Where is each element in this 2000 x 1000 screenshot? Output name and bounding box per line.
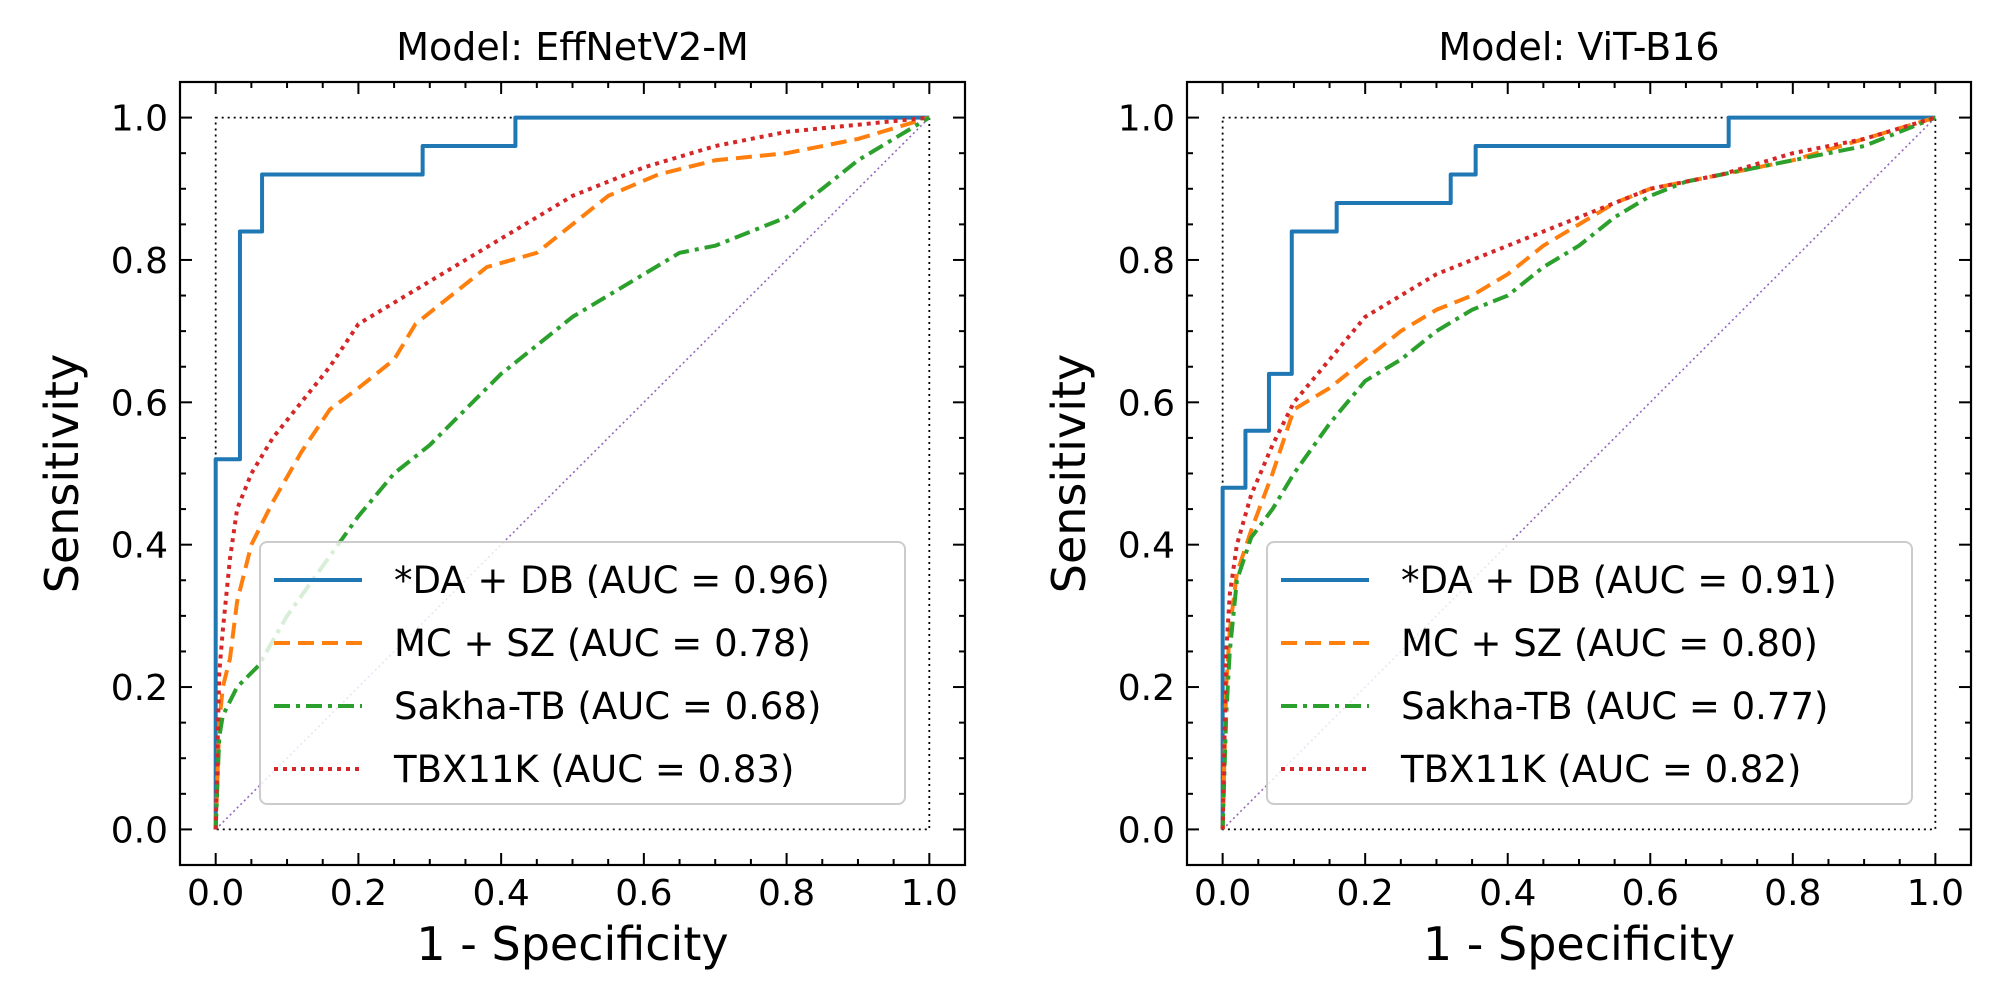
series-line-4 [1220, 115, 1936, 830]
y-tick-label: 0.8 [1118, 241, 1175, 282]
x-axis-label: 1 - Specificity [1423, 917, 1735, 971]
legend-label: MC + SZ (AUC = 0.78) [394, 622, 811, 665]
legend: *DA + DB (AUC = 0.96) MC + SZ (AUC = 0.78… [259, 541, 906, 805]
x-tick-label: 0.8 [758, 873, 815, 914]
chart-panel-1: 0.0 0.2 0.4 0.6 0.8 1.0 0.0 0.2 0.4 0.6 0.8 1.0 Mode… [35, 25, 967, 971]
y-tick-label: 0.2 [1118, 668, 1175, 709]
legend-label: *DA + DB (AUC = 0.96) [394, 559, 830, 602]
chart-title: Model: ViT-B16 [1438, 25, 1719, 69]
legend-label: TBX11K (AUC = 0.82) [1400, 748, 1801, 791]
y-tick-label: 0.6 [111, 383, 168, 424]
y-tick-label: 0.8 [111, 241, 168, 282]
series-group [213, 115, 931, 830]
chart-panel-2: 0.0 0.2 0.4 0.6 0.8 1.0 0.0 0.2 0.4 0.6 0.8 1.0 Mode… [1042, 25, 1973, 971]
y-tick-label: 0.0 [1118, 810, 1175, 851]
series-line-2 [213, 115, 930, 830]
y-tick-label: 0.0 [111, 810, 168, 851]
y-tick-label: 0.4 [1118, 526, 1175, 567]
series-line-1 [213, 115, 930, 830]
y-tick-label: 0.6 [1118, 383, 1175, 424]
legend: *DA + DB (AUC = 0.91) MC + SZ (AUC = 0.80… [1266, 541, 1913, 805]
x-tick-label: 0.6 [1622, 873, 1679, 914]
series-group [1220, 115, 1937, 830]
y-tick-label: 1.0 [1118, 99, 1175, 140]
x-tick-label: 0.4 [473, 873, 530, 914]
x-tick-label: 0.6 [615, 873, 672, 914]
y-tick-label: 0.4 [111, 526, 168, 567]
chart-title: Model: EffNetV2-M [396, 25, 749, 69]
y-tick-label: 1.0 [111, 99, 168, 140]
reference-box [1221, 116, 1937, 831]
x-tick-label: 0.8 [1764, 873, 1821, 914]
x-tick-label: 0.0 [187, 873, 244, 914]
legend-label: *DA + DB (AUC = 0.91) [1401, 559, 1837, 602]
legend-box [259, 541, 906, 805]
y-tick-label: 0.2 [111, 668, 168, 709]
y-axis-label: Sensitivity [1042, 354, 1096, 593]
x-tick-label: 0.4 [1479, 873, 1536, 914]
reference-box [214, 116, 931, 831]
series-line-4 [213, 115, 930, 830]
legend-label: MC + SZ (AUC = 0.80) [1401, 622, 1818, 665]
legend-label: Sakha-TB (AUC = 0.68) [394, 685, 821, 728]
legend-label: TBX11K (AUC = 0.83) [393, 748, 794, 791]
x-tick-label: 0.0 [1194, 873, 1251, 914]
x-tick-label: 1.0 [901, 873, 958, 914]
series-line-3 [213, 115, 931, 830]
y-axis-label: Sensitivity [35, 354, 89, 593]
series-line-1 [1220, 115, 1936, 830]
x-tick-label: 0.2 [330, 873, 387, 914]
legend-box [1266, 541, 1913, 805]
x-axis-label: 1 - Specificity [416, 917, 728, 971]
legend-label: Sakha-TB (AUC = 0.77) [1401, 685, 1828, 728]
x-tick-label: 1.0 [1907, 873, 1964, 914]
x-tick-label: 0.2 [1337, 873, 1394, 914]
